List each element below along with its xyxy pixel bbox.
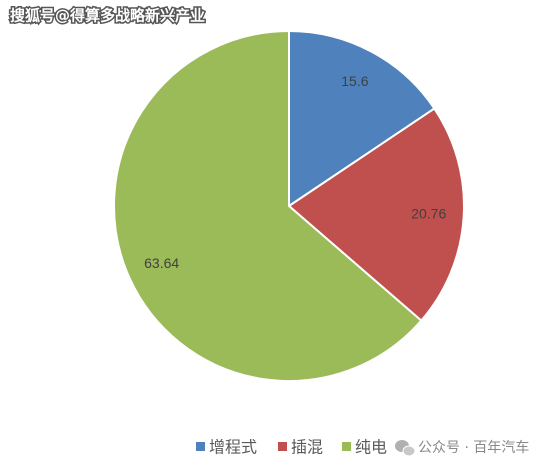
pie-slice xyxy=(287,107,465,322)
pie-slice xyxy=(288,29,436,208)
wechat-icon xyxy=(395,440,416,457)
watermark: 公众号 · 百年汽车 xyxy=(418,439,529,456)
legend-label: 增程式 xyxy=(209,438,257,457)
data-label: 15.6 xyxy=(341,73,368,89)
data-label: 20.76 xyxy=(411,205,446,221)
pie-slice xyxy=(113,29,423,382)
legend-label: 纯电 xyxy=(355,438,387,457)
legend-swatch xyxy=(278,442,287,451)
data-label: 63.64 xyxy=(144,255,179,271)
watermark: 搜狐号@得算多战略新兴产业 xyxy=(10,7,205,25)
legend-swatch xyxy=(342,442,351,451)
legend-swatch xyxy=(196,442,205,451)
legend-label: 插混 xyxy=(291,438,323,457)
